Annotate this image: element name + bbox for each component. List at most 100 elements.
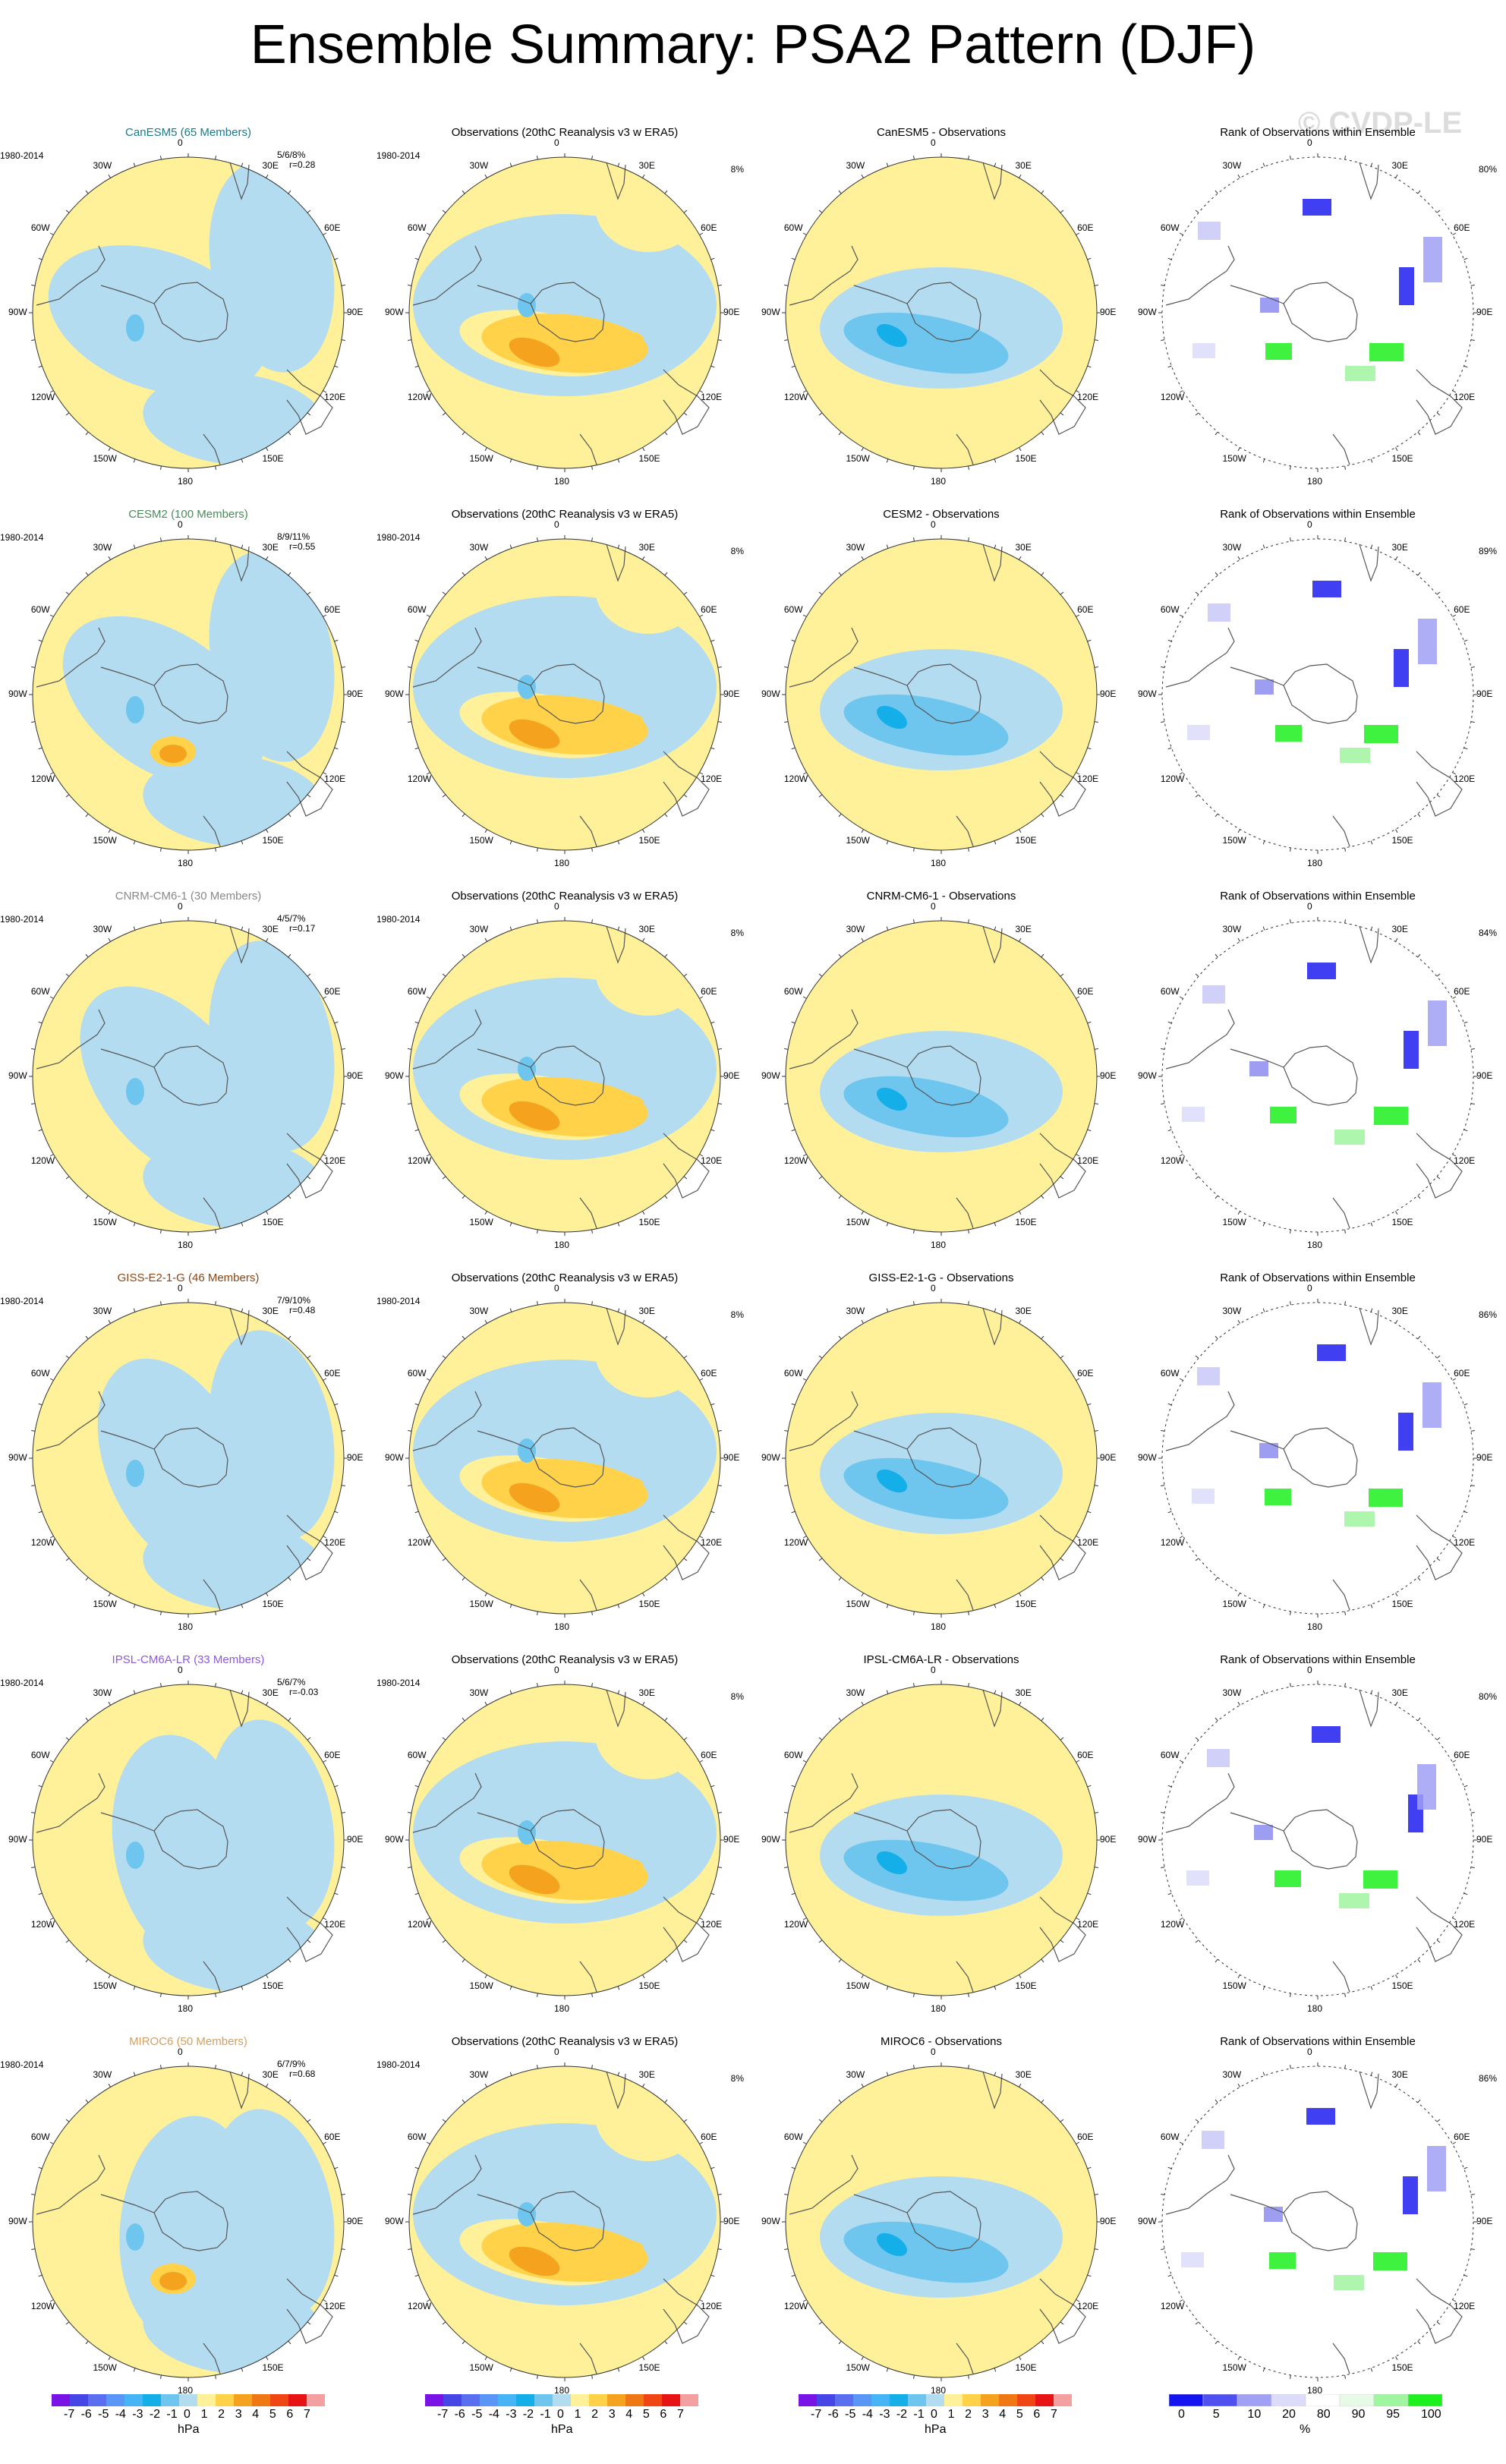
colorbar-swatch	[1202, 2394, 1238, 2406]
lon-label: 30E	[1391, 159, 1408, 171]
lon-label: 0	[178, 1665, 183, 1675]
obs-title: Observations (20thC Reanalysis v3 w ERA5…	[451, 1653, 679, 1666]
lon-label: 150E	[262, 2362, 284, 2374]
lon-label: 150W	[469, 2362, 493, 2374]
colorbar-swatch	[644, 2394, 662, 2406]
colorbar-swatch	[1373, 2394, 1409, 2406]
lon-label: 120E	[701, 1536, 723, 1548]
lon-label: 150W	[846, 1599, 870, 1610]
obs-map	[405, 2062, 724, 2381]
obs-title: Observations (20thC Reanalysis v3 w ERA5…	[451, 2035, 679, 2048]
diff-map	[782, 917, 1101, 1236]
colorbar-swatch	[817, 2394, 835, 2406]
lon-label: 90E	[1100, 307, 1117, 317]
colorbar-tick-label: -3	[879, 2408, 890, 2421]
lon-label: 90W	[8, 1834, 27, 1845]
lon-label: 150E	[1015, 453, 1037, 465]
colorbar-tick-label: 20	[1282, 2408, 1296, 2421]
lon-label: 150E	[1015, 1217, 1037, 1228]
lon-label: 30E	[262, 1305, 279, 1316]
model-map	[29, 1299, 348, 1618]
colorbar-tick-label: -2	[522, 2408, 534, 2421]
colorbar-tick-label: 3	[981, 2408, 989, 2421]
lon-label: 60E	[701, 1749, 717, 1760]
colorbar-swatch	[662, 2394, 680, 2406]
diff-panel: 0 30E 60E 90E 120E 150E 180 150W 120W 90W 60W 30W CN…	[753, 885, 1130, 1268]
colorbar-tick-label: 2	[591, 2408, 599, 2421]
lon-label: 150E	[262, 1980, 284, 1992]
lon-label: 30E	[262, 1687, 279, 1698]
lon-label: 0	[1307, 901, 1312, 912]
colorbar-tick-label: 1	[947, 2408, 955, 2421]
lon-label: 90E	[1476, 1070, 1493, 1081]
lon-label: 120W	[1160, 1918, 1185, 1930]
lon-label: 150W	[469, 453, 493, 465]
colorbar-swatch	[589, 2394, 607, 2406]
lon-label: 60W	[783, 222, 803, 233]
lon-label: 150E	[638, 453, 660, 465]
diff-map	[782, 153, 1101, 472]
lon-label: 150W	[846, 2362, 870, 2374]
lon-label: 180	[931, 1240, 947, 1250]
obs-map	[405, 917, 724, 1236]
lon-label: 60E	[324, 1749, 341, 1760]
model-map	[29, 535, 348, 854]
colorbar-swatch	[161, 2394, 179, 2406]
lon-label: 120W	[30, 391, 55, 402]
lon-label: 180	[1307, 2003, 1323, 2014]
lon-label: 120E	[1454, 1536, 1476, 1548]
lon-label: 180	[1307, 476, 1323, 487]
lon-label: 60E	[324, 222, 341, 233]
colorbar-tick-label: -4	[115, 2408, 126, 2421]
lon-label: 150E	[262, 453, 284, 465]
lon-label: 180	[178, 476, 194, 487]
rank-map	[1158, 1299, 1477, 1618]
lon-label: 180	[931, 476, 947, 487]
model-title: GISS-E2-1-G (46 Members)	[117, 1271, 260, 1284]
lon-label: 120W	[783, 391, 808, 402]
pattern-correlation: r=0.28	[289, 159, 316, 170]
colorbar-tick-label: 5	[1212, 2408, 1220, 2421]
lon-label: 60W	[30, 603, 50, 615]
diff-panel: 0 30E 60E 90E 120E 150E 180 150W 120W 90W 60W 30W MI…	[753, 2031, 1130, 2413]
colorbar-swatch	[871, 2394, 890, 2406]
model-map	[29, 1681, 348, 1999]
model-stats: 6/7/9% r=0.68	[277, 2059, 315, 2079]
lon-label: 90W	[385, 2216, 404, 2226]
lon-label: 180	[178, 2385, 194, 2396]
rank-map	[1158, 2062, 1477, 2381]
lon-label: 150E	[1391, 1980, 1413, 1992]
lon-label: 60E	[1454, 985, 1470, 997]
model-title: CNRM-CM6-1 (30 Members)	[115, 890, 262, 903]
colorbar-tick-label: -1	[540, 2408, 551, 2421]
lon-label: 180	[931, 858, 947, 868]
obs-map	[405, 1681, 724, 1999]
lon-label: 60W	[1160, 2131, 1180, 2142]
lon-label: 120W	[30, 773, 55, 784]
diff-panel: 0 30E 60E 90E 120E 150E 180 150W 120W 90W 60W 30W IP…	[753, 1649, 1130, 2031]
model-panel: 0 30E 60E 90E 120E 150E 180 150W 120W 90W 60W 30W CN…	[0, 885, 376, 1268]
lon-label: 0	[931, 137, 936, 148]
obs-panel: 0 30E 60E 90E 120E 150E 180 150W 120W 90W 60W 30W Ob…	[376, 121, 753, 504]
lon-label: 180	[554, 2385, 570, 2396]
colorbar-swatch	[680, 2394, 698, 2406]
colorbar-swatch	[252, 2394, 270, 2406]
pct-variance: 5/6/7%	[277, 1677, 306, 1687]
pattern-correlation: r=0.68	[289, 2069, 316, 2079]
colorbar-swatch	[143, 2394, 161, 2406]
lon-label: 120W	[407, 1918, 432, 1930]
lon-label: 180	[554, 2003, 570, 2014]
colorbar-tick-label: 6	[1033, 2408, 1041, 2421]
lon-label: 150E	[638, 835, 660, 846]
lon-label: 120E	[701, 2300, 723, 2311]
diff-title: CNRM-CM6-1 - Observations	[866, 890, 1016, 903]
colorbar-tick-label: -1	[166, 2408, 178, 2421]
lon-label: 150W	[93, 1599, 117, 1610]
lon-label: 90E	[347, 1834, 364, 1845]
lon-label: 150E	[1015, 2362, 1037, 2374]
colorbar-tick-label: 4	[252, 2408, 260, 2421]
period-label: 1980-2014	[0, 1678, 44, 1688]
obs-title: Observations (20thC Reanalysis v3 w ERA5…	[451, 126, 679, 139]
lon-label: 60E	[1454, 1367, 1470, 1379]
page-title: Ensemble Summary: PSA2 Pattern (DJF)	[250, 14, 1256, 75]
